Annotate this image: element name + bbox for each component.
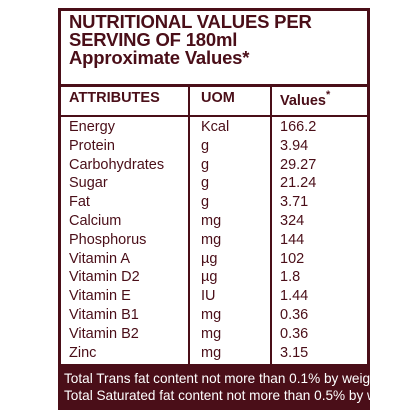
row-uom: IU bbox=[201, 288, 216, 305]
row-value: 102 bbox=[280, 250, 305, 267]
row-uom: mg bbox=[201, 344, 222, 361]
row-value: 1.44 bbox=[280, 288, 309, 305]
column-divider-1 bbox=[188, 87, 190, 374]
table-row: Vitamin E IU 1.44 bbox=[61, 288, 367, 307]
column-header-values-label: Values bbox=[280, 92, 326, 109]
row-uom: mg bbox=[201, 306, 222, 323]
row-attribute: Vitamin E bbox=[69, 288, 131, 305]
column-header-attributes: ATTRIBUTES bbox=[69, 90, 160, 106]
header-top-rule bbox=[61, 84, 367, 87]
row-attribute: Vitamin A bbox=[69, 250, 130, 267]
row-value: 3.71 bbox=[280, 194, 309, 211]
row-uom: g bbox=[201, 194, 210, 211]
row-attribute: Fat bbox=[69, 194, 90, 211]
values-asterisk: * bbox=[325, 89, 331, 101]
row-value: 3.15 bbox=[280, 344, 309, 361]
column-header-values: Values* bbox=[280, 89, 331, 109]
row-attribute: Vitamin B2 bbox=[69, 325, 139, 342]
column-header-uom-label: UOM bbox=[201, 90, 235, 106]
row-uom: g bbox=[201, 175, 210, 192]
row-uom: µg bbox=[201, 269, 218, 286]
footer-notes: Total Trans fat content not more than 0.… bbox=[58, 364, 411, 410]
panel-heading: NUTRITIONAL VALUES PER SERVING OF 180ml … bbox=[69, 11, 369, 68]
row-attribute: Vitamin D2 bbox=[69, 269, 140, 286]
row-attribute: Sugar bbox=[69, 175, 108, 192]
row-value: 3.94 bbox=[280, 137, 309, 154]
table-row: Calcium mg 324 bbox=[61, 213, 367, 232]
row-value: 29.27 bbox=[280, 156, 317, 173]
table-row: Protein g 3.94 bbox=[61, 138, 367, 157]
nutrition-panel: NUTRITIONAL VALUES PER SERVING OF 180ml … bbox=[58, 8, 411, 410]
column-header-uom: UOM bbox=[201, 90, 235, 106]
row-value: 144 bbox=[280, 231, 305, 248]
nutrition-table-body: Energy Kcal 166.2 Protein g 3.94 Carbohydrat… bbox=[61, 119, 367, 363]
row-uom: Kcal bbox=[201, 119, 230, 135]
row-uom: mg bbox=[201, 231, 222, 248]
table-row: Carbohydrates g 29.27 bbox=[61, 157, 367, 176]
row-attribute: Carbohydrates bbox=[69, 156, 165, 173]
heading-line-3: Approximate Values* bbox=[69, 47, 250, 68]
row-uom: µg bbox=[201, 250, 218, 267]
row-uom: g bbox=[201, 137, 210, 154]
row-uom: mg bbox=[201, 212, 222, 229]
row-uom: mg bbox=[201, 325, 222, 342]
row-value: 0.36 bbox=[280, 325, 309, 342]
table-row: Fat g 3.71 bbox=[61, 194, 367, 213]
row-value: 0.36 bbox=[280, 306, 309, 323]
row-attribute: Calcium bbox=[69, 212, 122, 229]
footer-note-trans-fat: Total Trans fat content not more than 0.… bbox=[64, 371, 386, 386]
heading-line-1: NUTRITIONAL VALUES PER bbox=[69, 11, 312, 32]
row-value: 21.24 bbox=[280, 175, 317, 192]
row-value: 1.8 bbox=[280, 269, 301, 286]
table-row: Vitamin D2 µg 1.8 bbox=[61, 269, 367, 288]
row-attribute: Zinc bbox=[69, 344, 97, 361]
table-row: Vitamin A µg 102 bbox=[61, 251, 367, 270]
heading-line-2: SERVING OF 180ml bbox=[69, 29, 238, 50]
row-attribute: Vitamin B1 bbox=[69, 306, 139, 323]
row-value: 166.2 bbox=[280, 119, 317, 135]
table-row: Zinc mg 3.15 bbox=[61, 345, 367, 364]
row-attribute: Protein bbox=[69, 137, 115, 154]
column-divider-2 bbox=[270, 87, 272, 374]
footer-note-saturated-fat: Total Saturated fat content not more tha… bbox=[64, 388, 411, 403]
table-row: Sugar g 21.24 bbox=[61, 175, 367, 194]
table-row: Phosphorus mg 144 bbox=[61, 232, 367, 251]
table-row: Vitamin B1 mg 0.36 bbox=[61, 307, 367, 326]
row-attribute: Phosphorus bbox=[69, 231, 147, 248]
row-uom: g bbox=[201, 156, 210, 173]
header-bottom-rule bbox=[61, 115, 367, 117]
table-row: Vitamin B2 mg 0.36 bbox=[61, 326, 367, 345]
table-row: Energy Kcal 166.2 bbox=[61, 119, 367, 138]
row-attribute: Energy bbox=[69, 119, 115, 135]
row-value: 324 bbox=[280, 212, 305, 229]
